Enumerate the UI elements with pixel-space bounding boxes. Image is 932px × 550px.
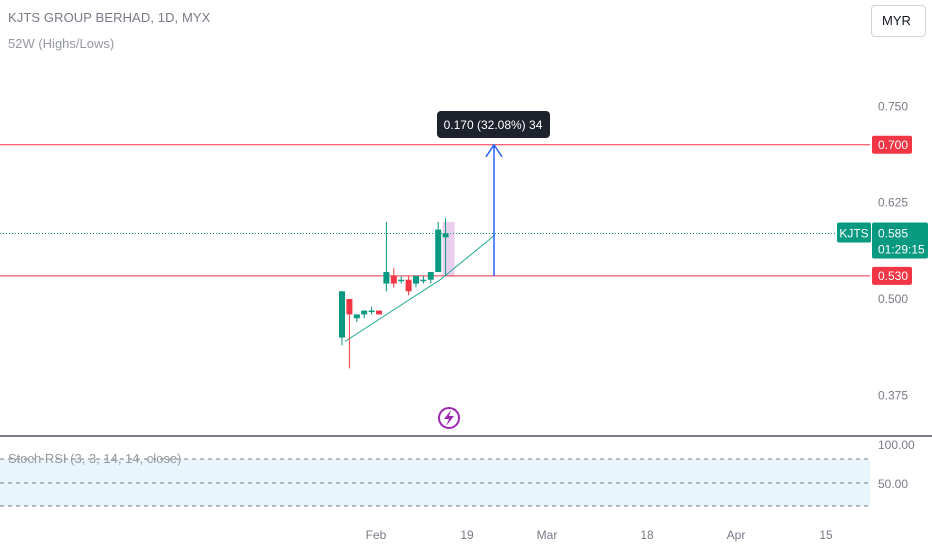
- range-highlight: [442, 221, 455, 276]
- candle: [420, 275, 427, 284]
- candle-body: [427, 272, 434, 280]
- oscillator-tick-label: 100.00: [878, 438, 915, 452]
- candle: [427, 272, 434, 284]
- stoch-rsi-label[interactable]: Stoch RSI (3, 3, 14, 14, close): [8, 451, 181, 466]
- candle-body: [353, 314, 360, 319]
- candle: [442, 218, 449, 276]
- time-tick-label: Feb: [366, 528, 387, 542]
- symbol-title[interactable]: KJTS GROUP BERHAD, 1D, MYX: [8, 10, 211, 25]
- candle-body: [376, 310, 382, 315]
- candle: [368, 306, 375, 315]
- price-tick-label: 0.625: [878, 196, 908, 210]
- candle-body: [420, 279, 427, 282]
- candle-body: [383, 272, 390, 284]
- last-price-value: 0.585: [878, 226, 908, 240]
- candle: [383, 221, 390, 292]
- candle-body: [405, 279, 412, 292]
- horizontal-line-value: 0.700: [878, 138, 908, 152]
- last-price-label: [872, 222, 928, 259]
- candle-body: [346, 298, 353, 315]
- currency-button[interactable]: MYR: [871, 5, 926, 37]
- candle: [405, 275, 412, 296]
- candle: [346, 298, 353, 369]
- measure-tooltip: [437, 111, 550, 138]
- time-tick-label: 19: [460, 528, 474, 542]
- candle: [398, 275, 405, 284]
- candle-body: [442, 233, 449, 238]
- candle: [353, 314, 360, 323]
- time-tick-label: Mar: [537, 528, 558, 542]
- candle-body: [413, 275, 419, 284]
- candle: [413, 275, 419, 288]
- horizontal-line-label: [872, 266, 912, 285]
- candle: [339, 291, 345, 346]
- candle: [390, 268, 397, 288]
- candle: [376, 310, 382, 315]
- time-tick-label: 15: [819, 528, 833, 542]
- price-tick-label: 0.375: [878, 388, 908, 402]
- candle-body: [368, 310, 375, 313]
- lightning-icon[interactable]: [438, 407, 460, 429]
- candle-body: [398, 279, 405, 282]
- symbol-tag-text: KJTS: [839, 226, 868, 240]
- candle: [435, 221, 442, 273]
- candle-body: [339, 291, 345, 338]
- indicator-label[interactable]: 52W (Highs/Lows): [8, 36, 115, 51]
- candle: [361, 310, 368, 319]
- candle-body: [435, 229, 442, 273]
- measure-tooltip-text: 0.170 (32.08%) 34: [444, 118, 543, 132]
- time-tick-label: 18: [640, 528, 654, 542]
- price-tick-label: 0.750: [878, 99, 908, 113]
- measure-arrow-head: [485, 143, 503, 158]
- price-tick-label: 0.500: [878, 292, 908, 306]
- horizontal-line-label: [872, 135, 912, 154]
- oscillator-tick-label: 50.00: [878, 477, 908, 491]
- candle-body: [390, 275, 397, 284]
- candle-body: [361, 310, 368, 315]
- bar-countdown: 01:29:15: [878, 242, 925, 256]
- symbol-tag: [837, 222, 871, 243]
- trend-line[interactable]: [344, 234, 496, 342]
- time-tick-label: Apr: [727, 528, 746, 542]
- horizontal-line-value: 0.530: [878, 269, 908, 283]
